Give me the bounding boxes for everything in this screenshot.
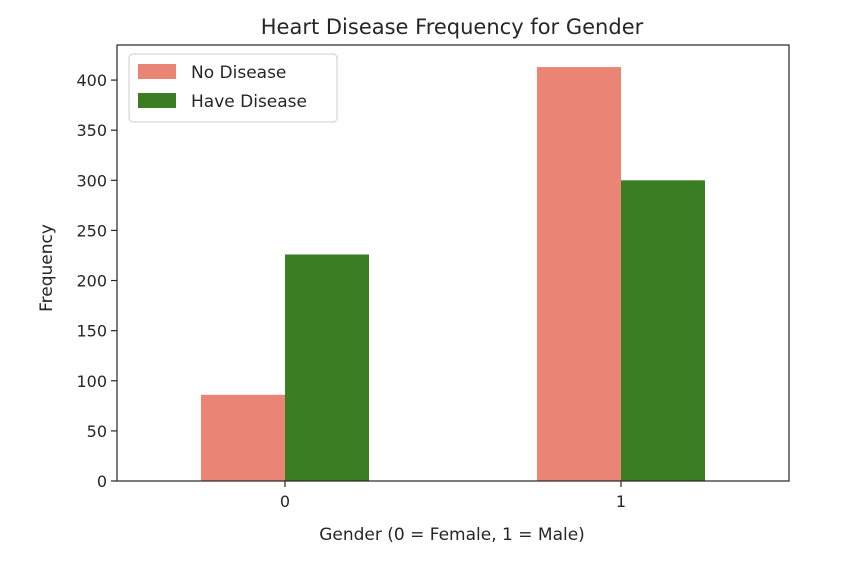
plot-area: 0 50 100 150 200 250 300 350 400 0 1 No Disease Have… xyxy=(76,44,790,511)
bar-no-disease-0 xyxy=(201,394,285,481)
bar-have-disease-1 xyxy=(621,180,705,481)
legend-label-have-disease: Have Disease xyxy=(191,92,307,112)
legend-label-no-disease: No Disease xyxy=(191,63,286,83)
y-tick-label: 0 xyxy=(97,472,107,491)
y-tick-label: 50 xyxy=(87,422,107,441)
legend-swatch-have-disease xyxy=(138,93,176,108)
y-tick-label: 150 xyxy=(76,322,107,341)
legend-box xyxy=(128,53,338,123)
y-tick-label: 100 xyxy=(76,372,107,391)
bar-no-disease-1 xyxy=(537,67,621,482)
x-tick-label: 0 xyxy=(280,492,290,511)
chart-title: Heart Disease Frequency for Gender xyxy=(261,15,644,39)
bar-have-disease-0 xyxy=(285,254,369,481)
legend-swatch-no-disease xyxy=(138,64,176,79)
x-axis-label: Gender (0 = Female, 1 = Male) xyxy=(319,525,585,545)
y-tick-label: 300 xyxy=(76,171,107,190)
y-tick-label: 250 xyxy=(76,221,107,240)
plot-frame xyxy=(116,44,790,482)
y-tick-label: 400 xyxy=(76,71,107,90)
y-tick-label: 200 xyxy=(76,272,107,291)
y-tick-label: 350 xyxy=(76,121,107,140)
y-axis-label: Frequency xyxy=(37,224,57,312)
x-tick-label: 1 xyxy=(616,492,626,511)
